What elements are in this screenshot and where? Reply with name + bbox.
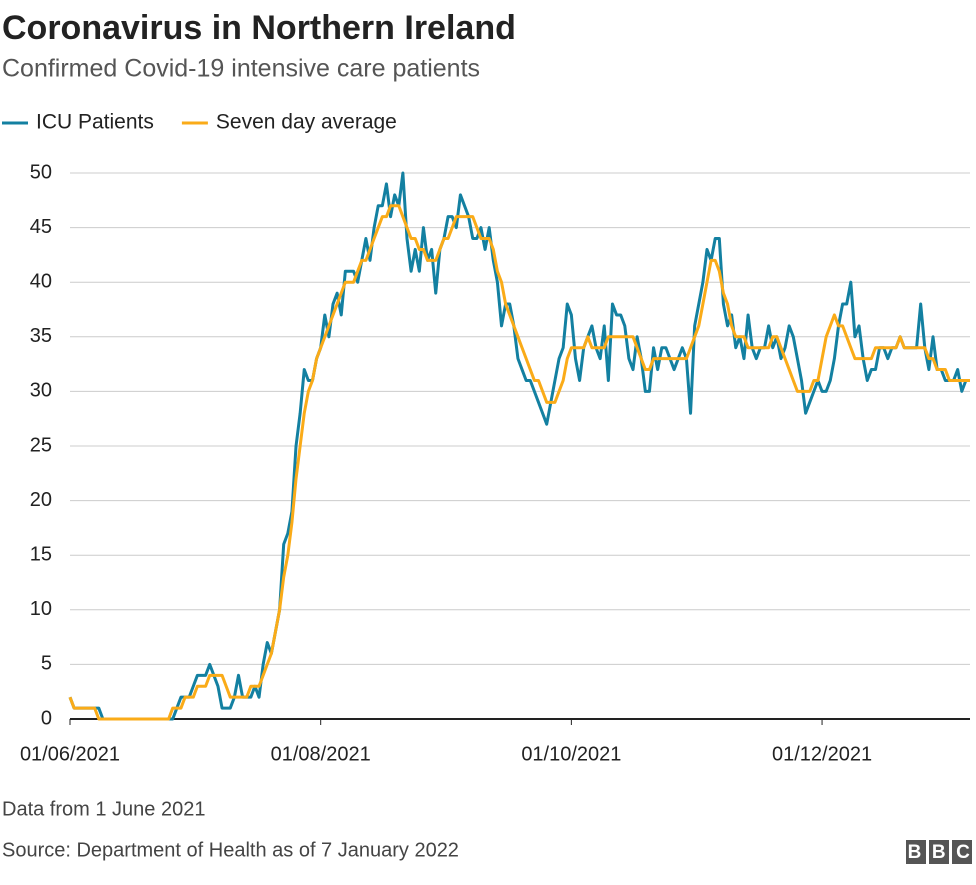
chart-title: Coronavirus in Northern Ireland xyxy=(2,9,516,47)
y-tick-label: 40 xyxy=(30,270,52,292)
legend-label: Seven day average xyxy=(216,111,397,134)
x-tick-label: 01/08/2021 xyxy=(271,743,371,765)
y-tick-label: 0 xyxy=(41,707,52,729)
legend-label: ICU Patients xyxy=(36,111,154,134)
logo-block xyxy=(952,840,972,864)
y-tick-label: 30 xyxy=(30,380,52,402)
footnote: Data from 1 June 2021 xyxy=(2,798,205,820)
source: Source: Department of Health as of 7 Jan… xyxy=(2,839,459,861)
y-tick-label: 20 xyxy=(30,489,52,511)
y-tick-label: 50 xyxy=(30,161,52,183)
logo-block xyxy=(929,840,949,864)
logo-block xyxy=(906,840,926,864)
x-tick-label: 01/06/2021 xyxy=(20,743,120,765)
y-tick-label: 25 xyxy=(30,434,52,456)
y-tick-label: 45 xyxy=(30,216,52,238)
logo: BBC xyxy=(906,840,976,864)
series-line xyxy=(68,204,970,721)
x-tick-label: 01/12/2021 xyxy=(772,743,872,765)
series-line xyxy=(68,171,970,721)
chart-subtitle: Confirmed Covid-19 intensive care patien… xyxy=(2,55,480,83)
y-tick-label: 5 xyxy=(41,653,52,675)
x-tick-label: 01/10/2021 xyxy=(521,743,621,765)
y-tick-label: 10 xyxy=(30,598,52,620)
logo-text: BBC xyxy=(908,842,976,863)
y-tick-label: 15 xyxy=(30,543,52,565)
y-tick-label: 35 xyxy=(30,325,52,347)
